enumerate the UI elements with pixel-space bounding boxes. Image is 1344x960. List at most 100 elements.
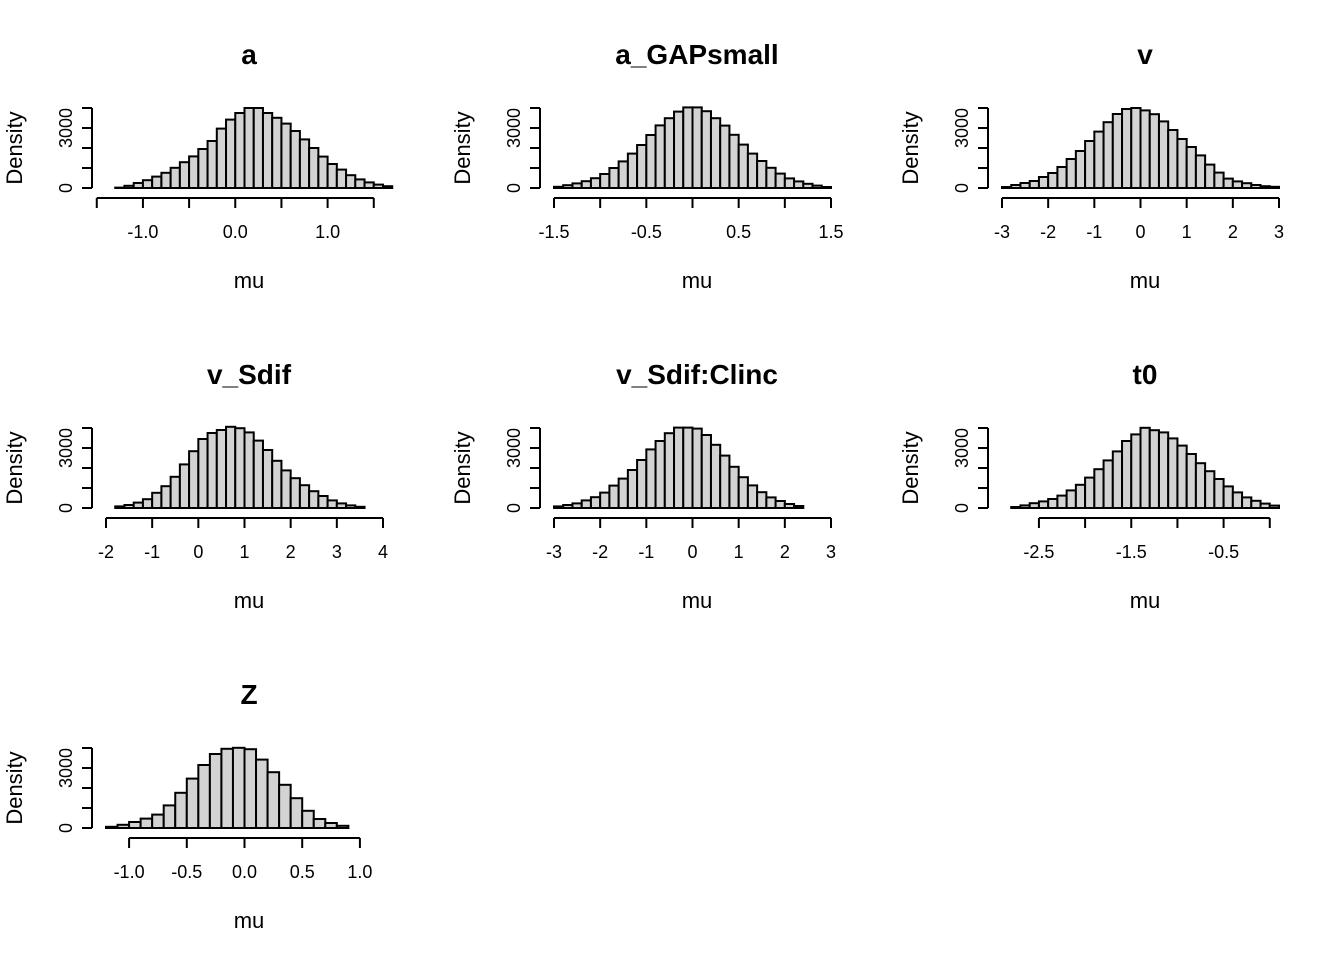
- x-tick-label: 1: [1182, 222, 1192, 242]
- x-tick-label: 3: [1274, 222, 1284, 242]
- histogram-panel-1: a_GAPsmall -1.5 -0.5 0.5 1.5 0 3000 mu Density: [450, 39, 844, 293]
- histogram-bar: [372, 183, 384, 190]
- histogram-bar: [188, 155, 200, 189]
- x-tick-label: 0.0: [232, 862, 257, 882]
- histogram-bar: [617, 477, 629, 510]
- histogram-bar: [1065, 489, 1077, 509]
- histogram-bar: [1167, 437, 1179, 509]
- histogram-bar: [123, 184, 135, 190]
- histogram-bar: [645, 134, 657, 189]
- histogram-panel-6: Z -1.0 -0.5 0.0 0.5 1.0 0 3000 mu Density: [2, 679, 372, 933]
- histogram-bar: [261, 112, 274, 189]
- x-tick-label: -1: [638, 542, 654, 562]
- histogram-bar: [139, 817, 154, 830]
- x-axis-label: mu: [1130, 268, 1161, 293]
- histogram-bar: [1047, 498, 1059, 509]
- histogram-bar: [160, 171, 172, 190]
- histogram-bar: [1111, 450, 1124, 509]
- x-tick-label: 1.0: [347, 862, 372, 882]
- x-tick-label: 1.0: [315, 222, 340, 242]
- x-tick-label: -2.5: [1023, 542, 1054, 562]
- histogram-bar: [1093, 130, 1105, 190]
- histogram-bar: [1250, 499, 1262, 510]
- histogram-bar: [719, 454, 731, 510]
- histogram-bar: [225, 118, 237, 189]
- histogram-bar: [1222, 177, 1234, 190]
- histogram-bar: [765, 166, 777, 190]
- histogram-bar: [289, 130, 301, 189]
- histogram-bar: [151, 175, 163, 190]
- histogram-bar: [178, 463, 191, 509]
- histogram-bar: [335, 824, 350, 830]
- histogram-bar: [728, 133, 740, 190]
- histogram-bar: [553, 505, 565, 509]
- histogram-bar: [793, 180, 805, 189]
- histogram-bar: [1093, 468, 1105, 509]
- histogram-bar: [215, 127, 228, 190]
- histogram-bar: [105, 825, 119, 830]
- histogram-bar: [335, 168, 348, 190]
- histogram-bar: [231, 746, 246, 829]
- histogram-bar: [1231, 491, 1244, 509]
- histogram-bar: [1019, 504, 1031, 509]
- histogram-bar: [1213, 171, 1225, 190]
- histogram-bar: [571, 182, 583, 189]
- histogram-bar: [746, 152, 759, 190]
- panel-title: v: [1137, 39, 1153, 70]
- histogram-bar: [174, 791, 188, 830]
- histogram-bar: [162, 804, 177, 829]
- histogram-bar: [252, 439, 264, 509]
- histogram-bar: [326, 163, 338, 189]
- histogram-bar: [1194, 154, 1207, 189]
- histogram-bar: [301, 809, 315, 830]
- histogram-bar: [1102, 459, 1114, 509]
- y-tick-label: 3000: [504, 108, 524, 148]
- histogram-bar: [1028, 502, 1040, 509]
- histogram-bar: [160, 485, 172, 509]
- histogram-bar: [1148, 429, 1160, 509]
- histogram-bar: [151, 491, 163, 510]
- histogram-bar: [737, 143, 749, 190]
- histogram-bar: [151, 813, 165, 830]
- histogram-bar: [1139, 426, 1151, 509]
- y-axis-label: Density: [2, 751, 27, 824]
- histogram-bar: [185, 777, 200, 830]
- histogram-bar: [756, 160, 768, 189]
- histogram-panel-5: t0 -2.5 -1.5 -0.5 0 3000 mu Density: [898, 359, 1280, 613]
- histogram-bar: [765, 496, 777, 509]
- histogram-bar: [132, 182, 144, 189]
- histogram-bar: [1185, 453, 1197, 509]
- x-tick-label: 3: [332, 542, 342, 562]
- x-tick-label: -1: [144, 542, 160, 562]
- histogram-bar: [719, 124, 731, 189]
- histogram-bar: [188, 450, 200, 509]
- histogram-bar: [553, 185, 565, 190]
- histogram-bar: [271, 116, 283, 189]
- x-tick-label: -2: [592, 542, 608, 562]
- histogram-bar: [308, 490, 320, 509]
- histogram-bar: [1259, 185, 1271, 189]
- histogram-bar: [562, 504, 574, 509]
- histogram-bar: [363, 181, 375, 189]
- y-tick-label: 3000: [952, 108, 972, 148]
- histogram-bar: [783, 503, 796, 509]
- y-tick-label: 0: [952, 503, 972, 513]
- histogram-bar: [673, 426, 685, 509]
- histogram-bar: [1121, 108, 1133, 189]
- histogram-bar: [225, 425, 237, 509]
- histogram-bar: [1167, 129, 1179, 189]
- histogram-bar: [178, 161, 191, 189]
- histogram-bar: [335, 502, 348, 509]
- y-tick-label: 3000: [952, 428, 972, 468]
- histogram-bar: [141, 179, 154, 189]
- x-tick-label: -3: [994, 222, 1010, 242]
- x-tick-label: 3: [826, 542, 836, 562]
- panel-title: v_Sdif: [207, 359, 292, 390]
- panel-title: a_GAPsmall: [615, 39, 778, 70]
- histogram-bar: [1130, 433, 1142, 509]
- histogram-bar: [280, 122, 292, 189]
- histogram-bar: [326, 499, 338, 509]
- y-axis-label: Density: [450, 111, 475, 184]
- x-axis-label: mu: [234, 588, 265, 613]
- histogram-bar: [774, 500, 786, 509]
